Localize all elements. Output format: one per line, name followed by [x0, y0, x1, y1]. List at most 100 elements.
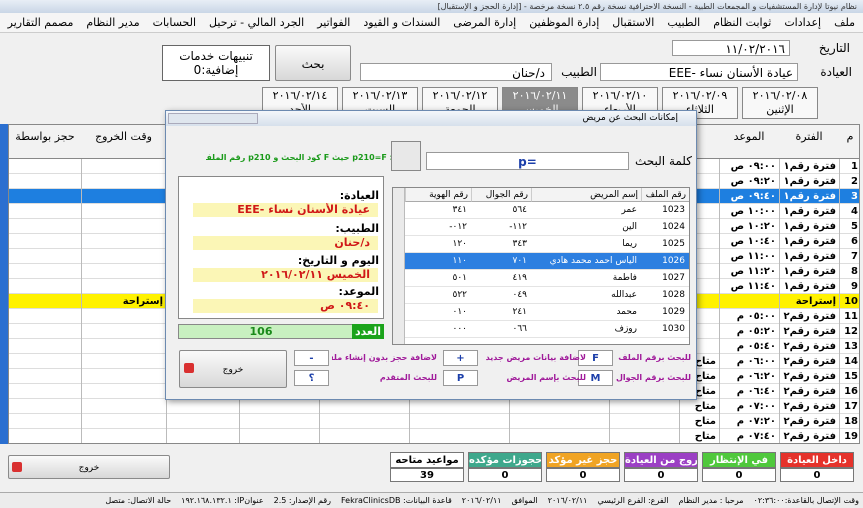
- shortcut-label: للبحث برقم الجوال: [616, 373, 691, 382]
- tab-date: ٢٠١٦/٠٢/١٣: [352, 89, 408, 102]
- menu-item[interactable]: إدارة المرضى: [453, 16, 517, 29]
- cell-line: [609, 429, 610, 443]
- grid-cell: متاح: [694, 416, 716, 427]
- doctor-label: الطبيب: [561, 65, 597, 79]
- shortcut-label: للبحث بإسم المريض: [506, 373, 587, 382]
- cell-line: [779, 414, 780, 429]
- table-cell: ٣٤١: [452, 205, 467, 215]
- menu-item[interactable]: مدير النظام: [86, 16, 140, 29]
- grid-cell: 4: [851, 206, 858, 217]
- table-cell: 1026: [662, 256, 685, 266]
- menu-item[interactable]: مصمم التقارير: [7, 16, 74, 29]
- table-row[interactable]: [405, 219, 689, 236]
- table-cell: 1030: [662, 324, 685, 334]
- table-cell: ١٢٠: [452, 239, 467, 249]
- cell-line: [779, 384, 780, 399]
- shortcut-key[interactable]: ؟: [294, 370, 329, 386]
- cell-line: [779, 354, 780, 369]
- dialog-exit-button[interactable]: خروج: [179, 350, 287, 388]
- cell-line: [719, 429, 720, 443]
- status-item: الموافق: [511, 496, 538, 505]
- menu-item[interactable]: السندات و القيود: [363, 16, 441, 29]
- cell-line: [779, 339, 780, 354]
- cell-line: [839, 219, 840, 234]
- legend-label: داخل العيادة: [780, 452, 854, 468]
- shortcut-key[interactable]: F: [578, 350, 613, 366]
- shortcut-label: لاضافة حجز بدون إنشاء ملف: [332, 353, 437, 362]
- cell-line: [679, 429, 680, 443]
- cell-line: [719, 234, 720, 249]
- tab-date: ٢٠١٦/٠٢/١١: [512, 89, 568, 102]
- exit-button[interactable]: خروج: [8, 455, 170, 479]
- table-cell: ٠٠٠: [452, 324, 467, 334]
- cell-line: [839, 399, 840, 414]
- count-value: 106: [249, 325, 273, 338]
- cell-line: [509, 429, 510, 443]
- day-tab[interactable]: ٢٠١٦/٠٢/٠٨ الإثنين: [742, 87, 818, 119]
- cell-line: [839, 354, 840, 369]
- legend-label: حجوزات مؤكده: [468, 452, 542, 468]
- table-cell: ٥٠١: [452, 273, 467, 283]
- search-input[interactable]: p=: [426, 152, 629, 170]
- menu-item[interactable]: الفواتير: [317, 16, 351, 29]
- table-row[interactable]: [405, 253, 689, 270]
- search-button[interactable]: بحث: [275, 45, 351, 81]
- table-cell: ٢٤١: [512, 307, 527, 317]
- menu-item[interactable]: ملف: [834, 16, 855, 29]
- cell-line: [839, 279, 840, 294]
- table-row[interactable]: [405, 202, 689, 219]
- column-header: حجز بواسطة: [15, 130, 75, 143]
- patient-info-panel: العيادة: عيادة الأسنان نساء -EEE الطبيب: د/…: [178, 176, 384, 319]
- table-row[interactable]: [405, 236, 689, 253]
- table-row[interactable]: [405, 304, 689, 321]
- grid-cell: فترة رقم٢: [783, 326, 837, 337]
- grid-cell: 8: [851, 266, 858, 277]
- grid-cell: فترة رقم٢: [783, 386, 837, 397]
- grid-cell: متاح: [694, 371, 716, 382]
- grid-cell: 6: [851, 236, 858, 247]
- dialog-hint: مثال: p210=F حيث F كود البحث و p210 رقم …: [206, 153, 411, 162]
- cell-line: [719, 369, 720, 384]
- tab-date: ٢٠١٦/٠٢/١٠: [592, 89, 648, 102]
- table-cell: ٥٦٤: [512, 205, 527, 215]
- table-row[interactable]: [405, 287, 689, 304]
- cell-line: [779, 369, 780, 384]
- date-field[interactable]: ١١/٠٢/٢٠١٦: [672, 40, 790, 56]
- table-row[interactable]: [405, 270, 689, 287]
- table-cell: ٠١٠: [452, 307, 467, 317]
- shortcut-key[interactable]: +: [443, 350, 478, 366]
- clinic-field[interactable]: عيادة الأسنان نساء -EEE: [600, 63, 798, 81]
- table-cell: عبدالله: [611, 290, 637, 300]
- grid-cell: فترة رقم١: [783, 206, 837, 217]
- dialog-controls: [168, 113, 258, 124]
- table-header: رقم الملف: [641, 188, 689, 202]
- shortcut-key[interactable]: P: [443, 370, 478, 386]
- table-row[interactable]: [405, 321, 689, 338]
- grid-cell: ٠٦:٤٠ م: [736, 386, 776, 397]
- tab-date: ٢٠١٦/٠٢/٠٩: [672, 89, 728, 102]
- menu-item[interactable]: إعدادات: [784, 16, 822, 29]
- grid-cell: ٠٦:٠٠ م: [736, 356, 776, 367]
- cell-line: [679, 414, 680, 429]
- cell-line: [81, 354, 82, 369]
- cell-line: [81, 219, 82, 234]
- grid-cell: ٠٩:٠٠ ص: [730, 161, 776, 172]
- menu-item[interactable]: إدارة الموظفين: [529, 16, 600, 29]
- cell-line: [719, 414, 720, 429]
- search-label: كلمة البحث: [634, 154, 692, 168]
- menu-item[interactable]: ثوابت النظام: [713, 16, 772, 29]
- shortcut-key[interactable]: -: [294, 350, 329, 366]
- grid-cell: 3: [851, 191, 858, 202]
- menu-item[interactable]: الجرد المالي - ترحيل: [209, 16, 305, 29]
- menu-item[interactable]: الطبيب: [667, 16, 701, 29]
- grid-cell: ٠٧:٠٠ م: [736, 401, 776, 412]
- cell-line: [409, 429, 410, 443]
- menu-item[interactable]: الاستقبال: [612, 16, 655, 29]
- menu-item[interactable]: الحسابات: [152, 16, 197, 29]
- tab-date: ٢٠١٦/٠٢/١٤: [272, 89, 328, 102]
- cell-line: [81, 399, 82, 414]
- shortcut-key[interactable]: M: [578, 370, 613, 386]
- grid-cell: 10: [844, 296, 858, 307]
- doctor-field[interactable]: د/حنان: [360, 63, 552, 81]
